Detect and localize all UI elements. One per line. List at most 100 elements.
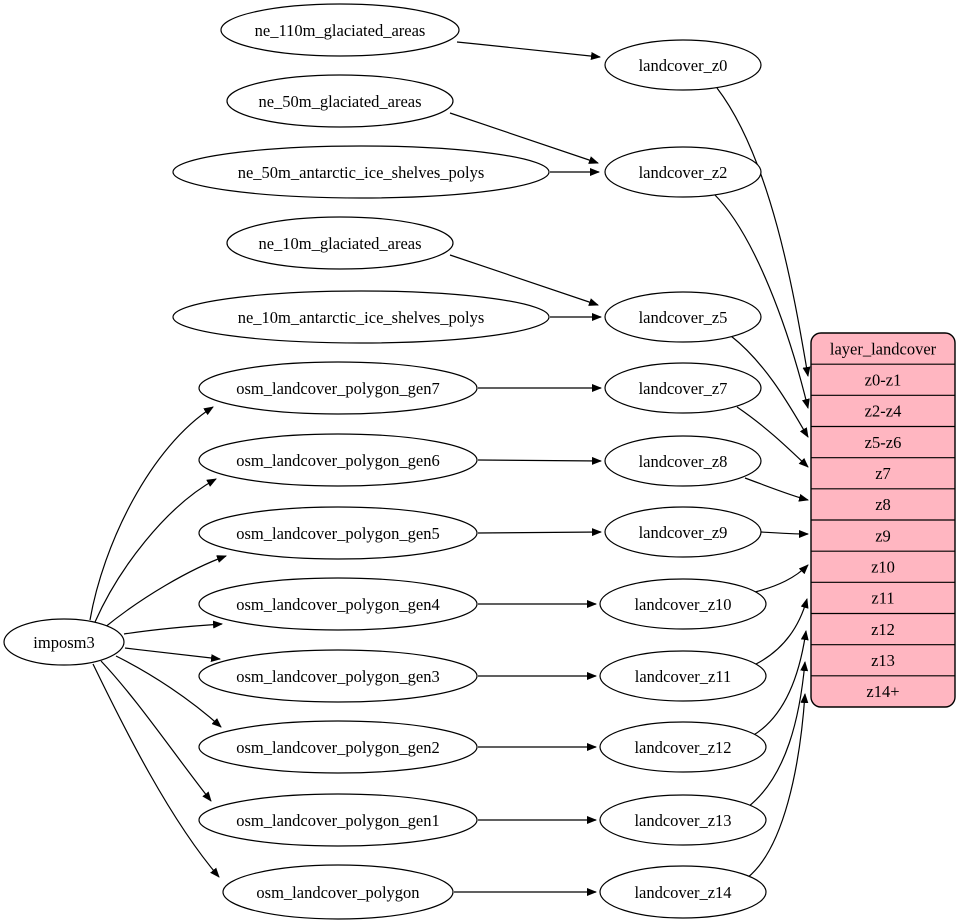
node-label-landcover_z0: landcover_z0 bbox=[639, 56, 728, 75]
node-osm_landcover_polygon_gen2: osm_landcover_polygon_gen2 bbox=[198, 720, 478, 774]
node-ellipse-osm_landcover_polygon_gen7 bbox=[198, 361, 478, 415]
table-layer-landcover: layer_landcover z0-z1 z2-z4 z5-z6 z7 z8 z9 z10 z… bbox=[810, 332, 956, 708]
edge-imposm3-to-osm_landcover_polygon_gen5 bbox=[103, 555, 227, 629]
node-ellipse-landcover_z10 bbox=[599, 578, 767, 630]
node-ellipse-ne_50m_antarctic_ice_shelves_polys bbox=[172, 145, 550, 199]
node-osm_landcover_polygon: osm_landcover_polygon bbox=[222, 864, 454, 920]
node-ellipse-landcover_z9 bbox=[604, 506, 762, 558]
table-row-z11: z11 bbox=[871, 589, 894, 608]
edge-landcover_z7-to-row-z7 bbox=[736, 406, 809, 468]
node-label-landcover_z5: landcover_z5 bbox=[639, 308, 728, 327]
edge-imposm3-to-osm_landcover_polygon_gen6 bbox=[94, 478, 217, 623]
node-ellipse-landcover_z12 bbox=[599, 721, 767, 773]
node-ellipse-landcover_z2 bbox=[604, 146, 762, 198]
table-header: layer_landcover bbox=[830, 339, 937, 358]
table-row-z7: z7 bbox=[875, 464, 891, 483]
node-ne_50m_antarctic_ice_shelves_polys: ne_50m_antarctic_ice_shelves_polys bbox=[172, 145, 550, 199]
node-label-osm_landcover_polygon_gen4: osm_landcover_polygon_gen4 bbox=[236, 595, 439, 614]
node-osm_landcover_polygon_gen4: osm_landcover_polygon_gen4 bbox=[198, 577, 478, 631]
edge-landcover_z10-to-row-z10 bbox=[754, 564, 809, 593]
node-ellipse-landcover_z0 bbox=[604, 39, 762, 91]
node-osm_landcover_polygon_gen7: osm_landcover_polygon_gen7 bbox=[198, 361, 478, 415]
node-osm_landcover_polygon_gen3: osm_landcover_polygon_gen3 bbox=[198, 649, 478, 703]
edge-landcover_z12-to-row-z12 bbox=[751, 630, 809, 737]
node-ellipse-osm_landcover_polygon_gen6 bbox=[198, 433, 478, 487]
node-label-landcover_z14: landcover_z14 bbox=[634, 883, 731, 902]
node-landcover_z5: landcover_z5 bbox=[604, 291, 762, 343]
node-osm_landcover_polygon_gen6: osm_landcover_polygon_gen6 bbox=[198, 433, 478, 487]
node-landcover_z2: landcover_z2 bbox=[604, 146, 762, 198]
node-landcover_z0: landcover_z0 bbox=[604, 39, 762, 91]
node-ellipse-landcover_z7 bbox=[604, 362, 762, 414]
node-label-osm_landcover_polygon_gen6: osm_landcover_polygon_gen6 bbox=[236, 451, 439, 470]
node-label-ne_50m_antarctic_ice_shelves_polys: ne_50m_antarctic_ice_shelves_polys bbox=[238, 163, 485, 182]
edge-imposm3-to-osm_landcover_polygon bbox=[92, 663, 220, 878]
edge-landcover_z14-to-row-z14+ bbox=[746, 693, 809, 879]
node-ellipse-landcover_z8 bbox=[604, 435, 762, 487]
node-label-osm_landcover_polygon_gen5: osm_landcover_polygon_gen5 bbox=[236, 524, 439, 543]
edge-ne_50m_glaciated_areas-to-landcover_z2 bbox=[449, 112, 599, 164]
node-ellipse-landcover_z13 bbox=[599, 794, 767, 846]
table-row-z2-z4: z2-z4 bbox=[865, 402, 902, 421]
node-ne_10m_antarctic_ice_shelves_polys: ne_10m_antarctic_ice_shelves_polys bbox=[172, 290, 550, 344]
edge-osm_landcover_polygon_gen5-to-landcover_z9 bbox=[477, 528, 602, 537]
node-label-osm_landcover_polygon_gen7: osm_landcover_polygon_gen7 bbox=[236, 379, 439, 398]
node-label-landcover_z10: landcover_z10 bbox=[634, 595, 731, 614]
node-label-ne_50m_glaciated_areas: ne_50m_glaciated_areas bbox=[258, 92, 421, 111]
node-ellipse-ne_50m_glaciated_areas bbox=[226, 74, 454, 128]
table-row-z5-z6: z5-z6 bbox=[865, 433, 902, 452]
node-ellipse-osm_landcover_polygon_gen3 bbox=[198, 649, 478, 703]
node-label-osm_landcover_polygon_gen2: osm_landcover_polygon_gen2 bbox=[236, 738, 439, 757]
edge-imposm3-to-osm_landcover_polygon_gen4 bbox=[123, 620, 223, 635]
node-label-ne_10m_antarctic_ice_shelves_polys: ne_10m_antarctic_ice_shelves_polys bbox=[238, 308, 485, 327]
node-ellipse-imposm3 bbox=[3, 618, 125, 666]
node-landcover_z9: landcover_z9 bbox=[604, 506, 762, 558]
node-label-ne_10m_glaciated_areas: ne_10m_glaciated_areas bbox=[258, 234, 421, 253]
table-row-z10: z10 bbox=[871, 558, 895, 577]
node-ellipse-osm_landcover_polygon bbox=[222, 864, 454, 920]
table-row-z9: z9 bbox=[875, 526, 891, 545]
node-osm_landcover_polygon_gen1: osm_landcover_polygon_gen1 bbox=[198, 793, 478, 847]
node-ellipse-landcover_z14 bbox=[599, 865, 767, 919]
node-label-landcover_z7: landcover_z7 bbox=[639, 379, 728, 398]
node-label-osm_landcover_polygon_gen3: osm_landcover_polygon_gen3 bbox=[236, 667, 439, 686]
edge-imposm3-to-osm_landcover_polygon_gen2 bbox=[115, 655, 222, 728]
node-ellipse-landcover_z11 bbox=[599, 650, 767, 702]
edge-landcover_z9-to-row-z9 bbox=[760, 529, 809, 538]
node-label-landcover_z12: landcover_z12 bbox=[634, 738, 731, 757]
node-osm_landcover_polygon_gen5: osm_landcover_polygon_gen5 bbox=[198, 506, 478, 560]
node-landcover_z14: landcover_z14 bbox=[599, 865, 767, 919]
table-row-z0-z1: z0-z1 bbox=[865, 371, 902, 390]
node-label-ne_110m_glaciated_areas: ne_110m_glaciated_areas bbox=[255, 21, 426, 40]
node-label-osm_landcover_polygon_gen1: osm_landcover_polygon_gen1 bbox=[236, 811, 439, 830]
edge-landcover_z13-to-row-z13 bbox=[747, 661, 809, 808]
edge-landcover_z8-to-row-z8 bbox=[744, 477, 809, 502]
node-ne_50m_glaciated_areas: ne_50m_glaciated_areas bbox=[226, 74, 454, 128]
node-ellipse-osm_landcover_polygon_gen1 bbox=[198, 793, 478, 847]
node-ellipse-ne_110m_glaciated_areas bbox=[220, 3, 460, 57]
edge-imposm3-to-osm_landcover_polygon_gen3 bbox=[124, 647, 221, 663]
node-label-landcover_z9: landcover_z9 bbox=[639, 523, 728, 542]
node-landcover_z8: landcover_z8 bbox=[604, 435, 762, 487]
node-label-landcover_z13: landcover_z13 bbox=[634, 811, 731, 830]
node-ellipse-osm_landcover_polygon_gen2 bbox=[198, 720, 478, 774]
node-ellipse-osm_landcover_polygon_gen5 bbox=[198, 506, 478, 560]
node-landcover_z11: landcover_z11 bbox=[599, 650, 767, 702]
node-label-landcover_z8: landcover_z8 bbox=[639, 452, 728, 471]
table-row-z13: z13 bbox=[871, 651, 895, 670]
edge-landcover_z11-to-row-z11 bbox=[755, 598, 809, 665]
node-landcover_z13: landcover_z13 bbox=[599, 794, 767, 846]
table-row-z8: z8 bbox=[875, 495, 891, 514]
node-landcover_z12: landcover_z12 bbox=[599, 721, 767, 773]
edge-osm_landcover_polygon_gen6-to-landcover_z8 bbox=[477, 456, 602, 465]
edge-imposm3-to-osm_landcover_polygon_gen1 bbox=[100, 660, 212, 802]
node-ne_10m_glaciated_areas: ne_10m_glaciated_areas bbox=[226, 216, 454, 270]
node-ne_110m_glaciated_areas: ne_110m_glaciated_areas bbox=[220, 3, 460, 57]
node-ellipse-ne_10m_antarctic_ice_shelves_polys bbox=[172, 290, 550, 344]
edge-ne_110m_glaciated_areas-to-landcover_z0 bbox=[456, 41, 601, 60]
table-row-z12: z12 bbox=[871, 620, 895, 639]
edge-ne_10m_glaciated_areas-to-landcover_z5 bbox=[449, 254, 599, 306]
node-label-osm_landcover_polygon: osm_landcover_polygon bbox=[256, 883, 419, 902]
